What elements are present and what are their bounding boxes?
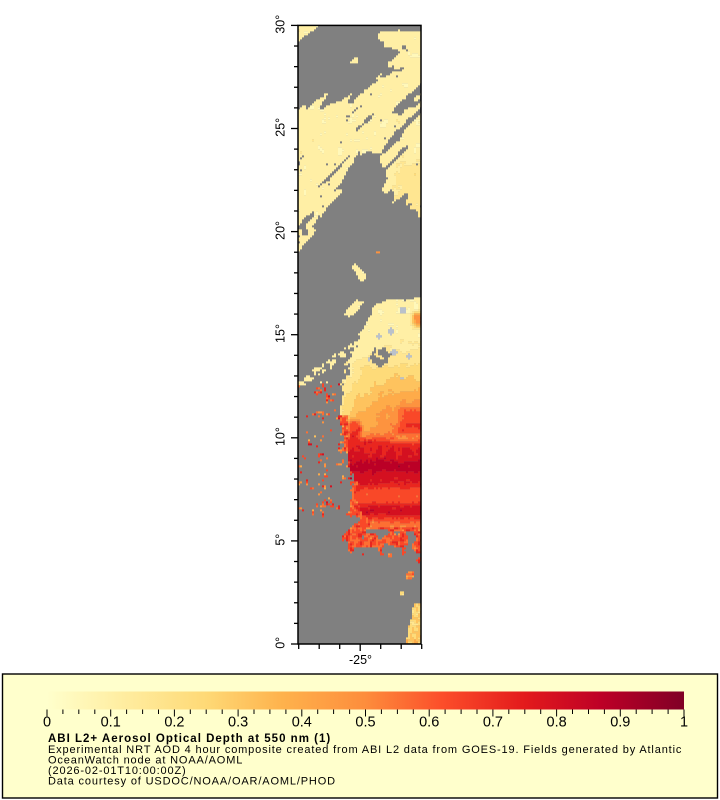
svg-text:0.4: 0.4 xyxy=(292,715,312,731)
svg-text:-25°: -25° xyxy=(349,653,372,667)
svg-text:0.7: 0.7 xyxy=(483,715,503,731)
svg-text:10°: 10° xyxy=(274,427,288,446)
svg-text:0.8: 0.8 xyxy=(547,715,567,731)
svg-text:0.6: 0.6 xyxy=(419,715,439,731)
svg-text:20°: 20° xyxy=(274,221,288,240)
svg-text:0.1: 0.1 xyxy=(101,715,121,731)
svg-text:(2026-02-01T10:00:00Z): (2026-02-01T10:00:00Z) xyxy=(48,765,187,777)
svg-text:0.9: 0.9 xyxy=(610,715,630,731)
svg-text:25°: 25° xyxy=(274,118,288,137)
svg-text:OceanWatch node at NOAA/AOML: OceanWatch node at NOAA/AOML xyxy=(48,755,243,767)
svg-text:0°: 0° xyxy=(274,637,288,649)
svg-text:0: 0 xyxy=(43,715,51,731)
svg-text:ABI L2+ Aerosol Optical Depth: ABI L2+ Aerosol Optical Depth at 550 nm … xyxy=(48,733,331,745)
svg-text:5°: 5° xyxy=(274,534,288,546)
svg-text:Experimental NRT AOD 4 hour co: Experimental NRT AOD 4 hour composite cr… xyxy=(48,744,682,756)
svg-text:15°: 15° xyxy=(274,324,288,343)
svg-text:1: 1 xyxy=(680,715,688,731)
svg-text:Data courtesy of USDOC/NOAA/OA: Data courtesy of USDOC/NOAA/OAR/AOML/PHO… xyxy=(48,776,336,788)
svg-text:0.5: 0.5 xyxy=(355,715,375,731)
svg-text:30°: 30° xyxy=(274,15,288,34)
svg-text:0.3: 0.3 xyxy=(228,715,248,731)
svg-text:0.2: 0.2 xyxy=(164,715,184,731)
